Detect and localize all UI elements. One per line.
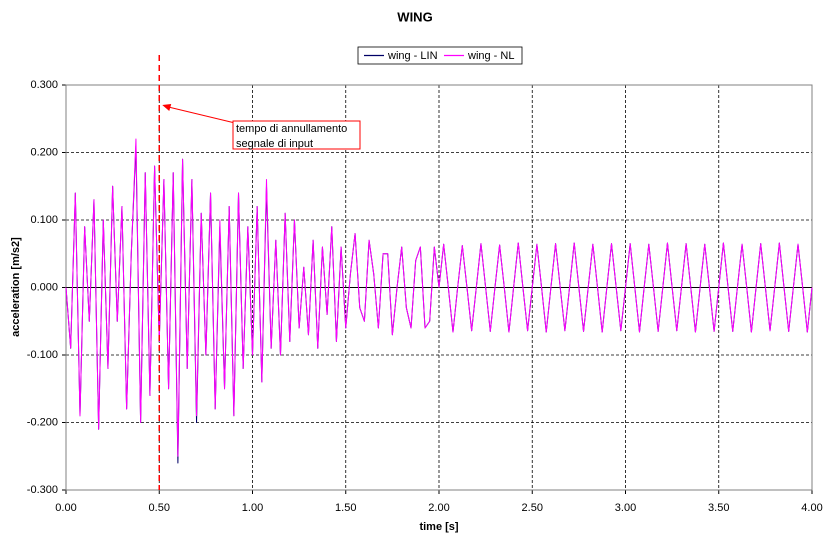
legend-label: wing - NL: [467, 50, 514, 62]
series-line: [65, 138, 813, 457]
y-tick-label: 0.200: [30, 146, 58, 158]
x-tick-label: 3.00: [615, 502, 636, 514]
y-tick-label: -0.300: [27, 484, 58, 496]
annotation-arrow: [164, 105, 236, 124]
x-tick-label: 0.00: [55, 502, 76, 514]
annotation-text: segnale di input: [236, 138, 313, 150]
y-tick-label: 0.100: [30, 214, 58, 226]
x-tick-label: 4.00: [801, 502, 822, 514]
y-tick-label: 0.000: [30, 281, 58, 293]
y-tick-label: 0.300: [30, 79, 58, 91]
y-tick-label: -0.200: [27, 416, 58, 428]
y-axis-label: acceleration [m/s2]: [10, 237, 22, 337]
legend-box: [357, 46, 523, 65]
chart-title: WING: [397, 9, 432, 24]
legend-label: wing - LIN: [387, 50, 438, 62]
x-tick-label: 2.00: [428, 502, 449, 514]
x-tick-label: 3.50: [708, 502, 729, 514]
annotation-box: [232, 120, 361, 150]
arrow-head: [162, 104, 172, 111]
y-tick-label: -0.100: [27, 349, 58, 361]
x-tick-label: 1.50: [335, 502, 356, 514]
x-axis-label: time [s]: [419, 521, 458, 533]
annotation-text: tempo di annullamento: [236, 123, 347, 135]
x-tick-label: 1.00: [242, 502, 263, 514]
x-tick-label: 2.50: [522, 502, 543, 514]
x-tick-label: 0.50: [149, 502, 170, 514]
